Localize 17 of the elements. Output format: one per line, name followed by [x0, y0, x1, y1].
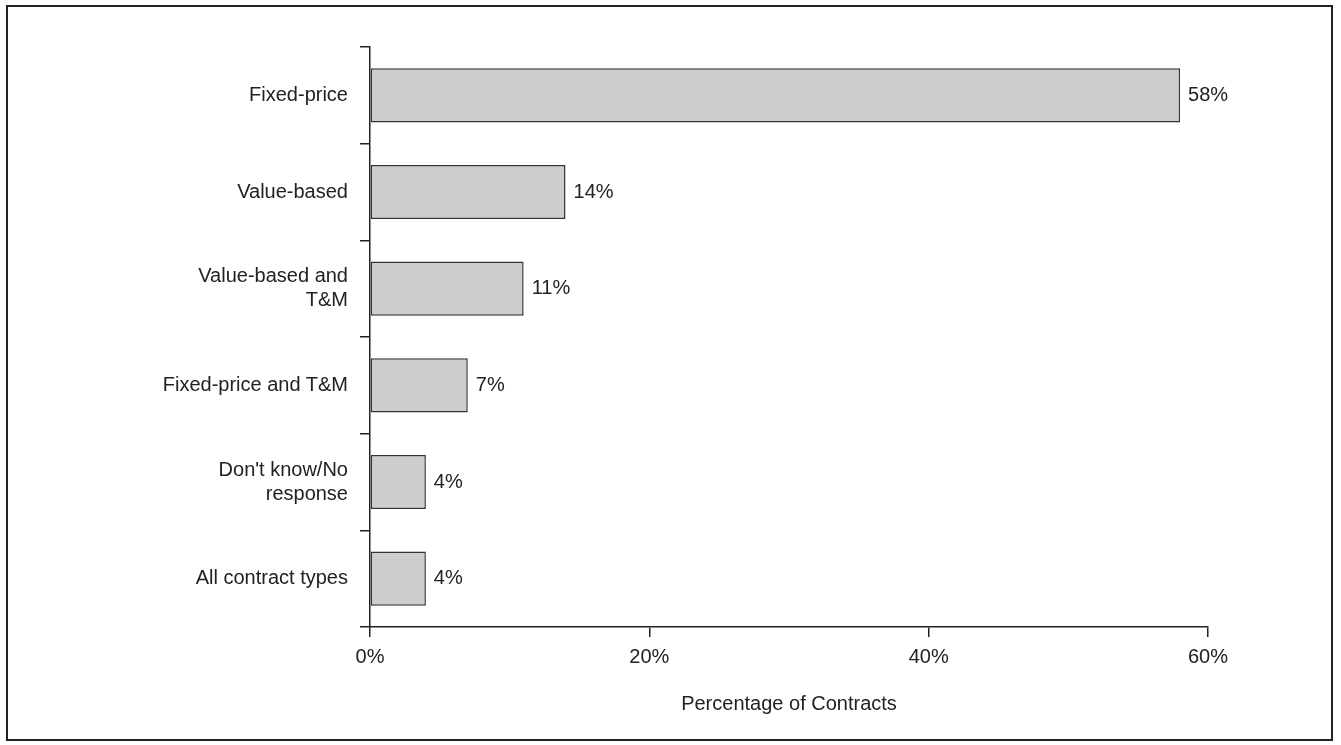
y-tick-label: Fixed-price	[249, 82, 348, 105]
x-tick-label: 20%	[629, 644, 670, 667]
data-label: 11%	[531, 276, 571, 299]
data-label: 4%	[433, 566, 463, 589]
x-tick-label: 0%	[355, 644, 385, 667]
data-label: 58%	[1188, 82, 1229, 105]
y-tick-label: Fixed-price and T&M	[162, 372, 348, 395]
x-axis-title: Percentage of Contracts	[681, 691, 897, 714]
y-tick-label: Value-based	[237, 179, 348, 202]
data-label: 7%	[475, 372, 505, 395]
y-tick-label: All contract types	[195, 566, 348, 589]
x-tick-label: 60%	[1187, 644, 1229, 667]
data-label: 4%	[433, 469, 463, 492]
data-label: 14%	[573, 179, 614, 202]
y-tick-label: Don't know/No response	[218, 457, 348, 504]
x-tick-label: 40%	[908, 644, 949, 667]
y-tick-label: Value-based and T&M	[198, 264, 348, 311]
